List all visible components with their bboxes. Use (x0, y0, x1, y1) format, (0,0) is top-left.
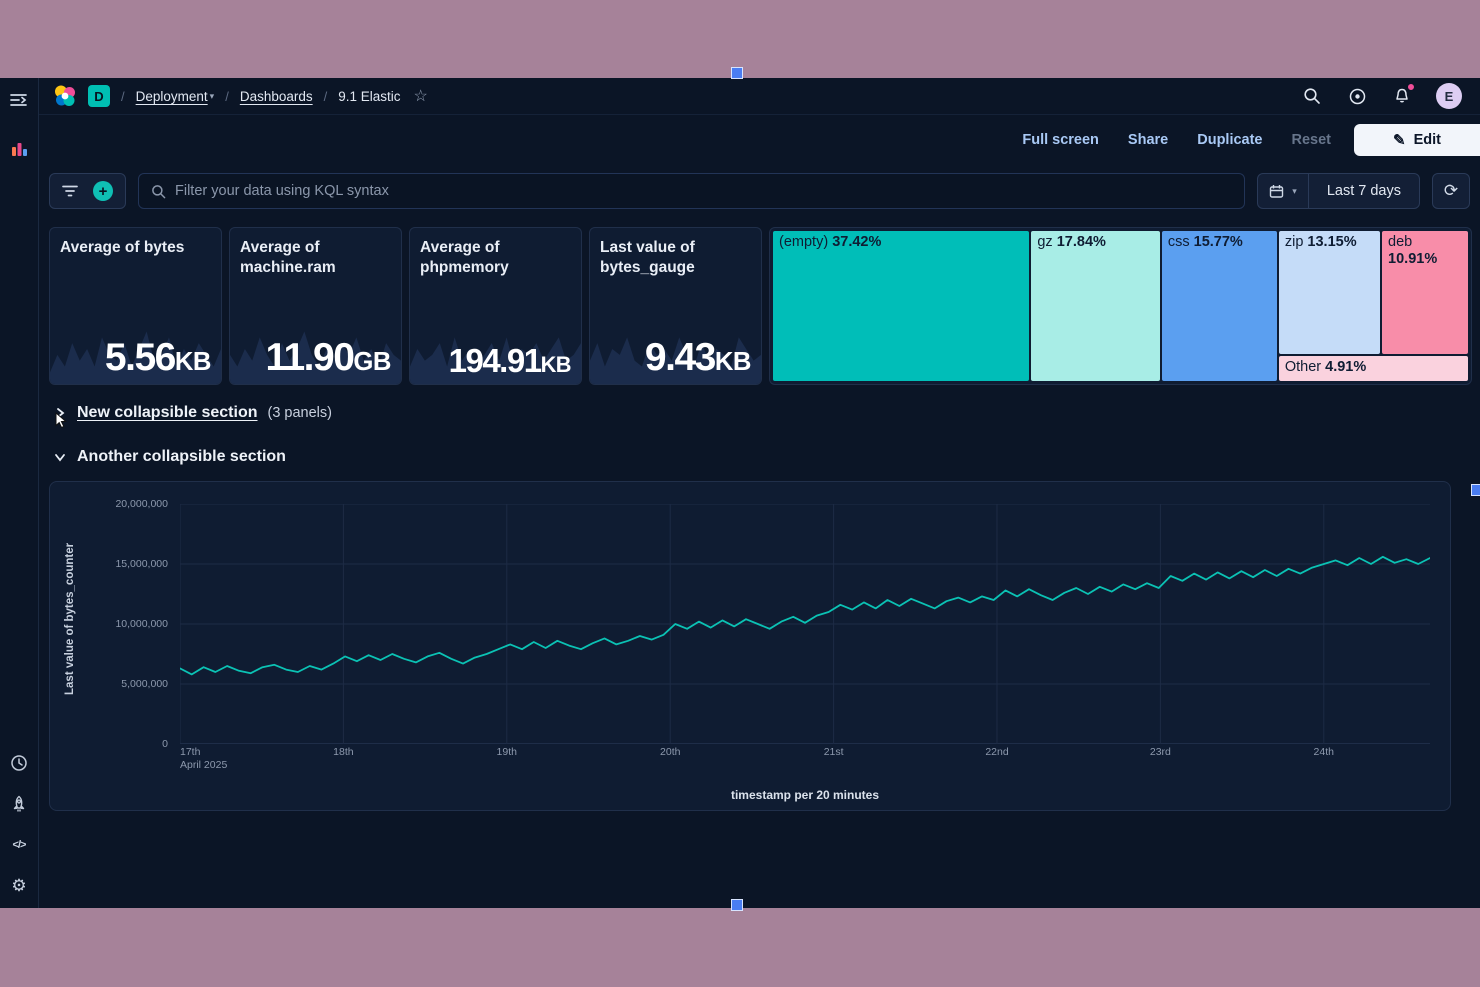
y-tick-label: 0 (162, 738, 168, 750)
elastic-logo[interactable] (53, 84, 77, 108)
deployment-badge[interactable]: D (88, 85, 110, 107)
metric-panel-avg-phpmemory[interactable]: Average of phpmemory 194.91KB (409, 227, 582, 385)
gridlines (180, 504, 1430, 744)
expanded-section-header: Another collapsible section (53, 443, 1472, 471)
breadcrumb-dashboards[interactable]: Dashboards (240, 89, 313, 104)
favorite-star-icon[interactable]: ☆ (414, 86, 428, 106)
metric-value-0: 5.56KB (105, 336, 211, 380)
x-tick-label: 21st (824, 746, 844, 758)
x-axis-title: timestamp per 20 minutes (180, 788, 1430, 802)
edit-button[interactable]: ✎ Edit (1354, 124, 1480, 156)
nav-right-group: E (1301, 83, 1462, 109)
treemap-block-zip[interactable]: zip 13.15% (1279, 231, 1380, 354)
treemap-right-column: zip 13.15% deb 10.91% Other 4.91% (1279, 231, 1468, 381)
treemap-panel: (empty) 37.42% gz 17.84% css 15.77% zip … (769, 227, 1472, 385)
x-tick-label: 22nd (985, 746, 1008, 758)
notification-dot (1407, 83, 1415, 91)
dashboards-app-icon[interactable] (5, 134, 33, 162)
breadcrumb: Deployment ▾ (136, 89, 215, 104)
search-icon (151, 184, 166, 199)
reset-button[interactable]: Reset (1292, 132, 1332, 148)
treemap-block-other[interactable]: Other 4.91% (1279, 356, 1468, 381)
filter-bar: + ▾ Last 7 days ⟳ (39, 165, 1480, 217)
search-icon[interactable] (1301, 85, 1323, 107)
y-tick-label: 15,000,000 (115, 558, 168, 570)
x-tick-label: 23rd (1150, 746, 1171, 758)
y-tick-label: 10,000,000 (115, 618, 168, 630)
breadcrumb-current-dashboard: 9.1 Elastic (338, 89, 400, 104)
menu-expand-icon[interactable] (5, 86, 33, 114)
metric-title: Average of machine.ram (240, 238, 365, 278)
recent-clock-icon[interactable] (5, 749, 33, 777)
x-tick-label: 18th (333, 746, 353, 758)
full-screen-button[interactable]: Full screen (1022, 132, 1099, 148)
add-filter-button[interactable]: + (93, 181, 113, 201)
kql-search-box (138, 173, 1245, 209)
y-axis-title: Last value of bytes_counter (64, 506, 76, 732)
section-panel-count: (3 panels) (268, 405, 332, 421)
treemap-block-deb[interactable]: deb 10.91% (1382, 231, 1468, 354)
pencil-icon: ✎ (1393, 131, 1406, 149)
dev-tools-icon[interactable]: </> (5, 831, 33, 859)
app-window: </> ⚙ D / Deployment ▾ / Dashb (0, 78, 1480, 908)
refresh-button[interactable]: ⟳ (1432, 173, 1470, 209)
dashboard-toolbar: Full screen Share Duplicate Reset ✎ Edit (39, 115, 1480, 165)
metric-title: Last value of bytes_gauge (600, 238, 725, 278)
x-tick-label: 19th (497, 746, 517, 758)
chevron-down-icon: ▾ (210, 91, 215, 102)
metric-title: Average of phpmemory (420, 238, 545, 278)
assistant-icon[interactable] (1346, 85, 1368, 107)
x-tick-label: 24th (1314, 746, 1334, 758)
chart-plot-area[interactable] (180, 504, 1430, 744)
metric-value-1: 11.90GB (265, 336, 391, 380)
dashboard-content: Average of bytes 5.56KB Average of machi… (39, 217, 1480, 908)
breadcrumb-separator: / (225, 89, 229, 104)
section-title[interactable]: Another collapsible section (77, 448, 286, 466)
selection-handle-right[interactable] (1471, 484, 1480, 496)
metric-value-3: 9.43KB (645, 336, 751, 380)
settings-gear-icon[interactable]: ⚙ (5, 872, 33, 900)
chevron-down-icon[interactable] (53, 450, 67, 464)
y-axis-labels: 20,000,000 15,000,000 10,000,000 5,000,0… (90, 504, 178, 744)
x-tick-label: 17th (180, 746, 200, 758)
breadcrumb-separator: / (324, 89, 328, 104)
collapsed-section-header: New collapsible section (3 panels) (53, 399, 1472, 427)
duplicate-button[interactable]: Duplicate (1197, 132, 1262, 148)
filter-icon[interactable] (62, 184, 78, 198)
chevron-down-icon: ▾ (1292, 186, 1297, 197)
metric-title: Average of bytes (60, 238, 185, 258)
line-chart-panel: Last value of bytes_counter 20,000,000 1… (49, 481, 1451, 811)
alerts-bell-icon[interactable] (1391, 85, 1413, 107)
share-button[interactable]: Share (1128, 132, 1168, 148)
treemap-block-empty[interactable]: (empty) 37.42% (773, 231, 1029, 381)
rocket-icon[interactable] (5, 790, 33, 818)
bytes-counter-line-series (180, 557, 1430, 675)
treemap-block-css[interactable]: css 15.77% (1162, 231, 1277, 381)
date-picker: ▾ Last 7 days (1257, 173, 1420, 209)
chevron-right-icon[interactable] (53, 406, 67, 420)
x-axis-sublabel: April 2025 (180, 759, 227, 771)
metric-value-2: 194.91KB (449, 342, 571, 380)
metric-panel-avg-machine-ram[interactable]: Average of machine.ram 11.90GB (229, 227, 402, 385)
metrics-row: Average of bytes 5.56KB Average of machi… (49, 227, 1472, 385)
user-avatar[interactable]: E (1436, 83, 1462, 109)
y-tick-label: 5,000,000 (121, 678, 168, 690)
y-tick-label: 20,000,000 (115, 498, 168, 510)
left-icon-rail: </> ⚙ (0, 78, 39, 908)
selection-handle-top[interactable] (731, 67, 743, 79)
metric-panel-last-bytes-gauge[interactable]: Last value of bytes_gauge 9.43KB (589, 227, 762, 385)
metric-panel-avg-bytes[interactable]: Average of bytes 5.56KB (49, 227, 222, 385)
kql-filter-input[interactable] (175, 183, 1232, 199)
breadcrumb-separator: / (121, 89, 125, 104)
top-nav: D / Deployment ▾ / Dashboards / 9.1 Elas… (39, 78, 1480, 115)
calendar-dropdown-button[interactable]: ▾ (1258, 174, 1308, 208)
x-tick-label: 20th (660, 746, 680, 758)
filter-controls: + (49, 173, 126, 209)
breadcrumb-deployment[interactable]: Deployment (136, 89, 208, 104)
section-title[interactable]: New collapsible section (77, 404, 258, 422)
treemap-block-gz[interactable]: gz 17.84% (1031, 231, 1160, 381)
time-range-button[interactable]: Last 7 days (1308, 174, 1419, 208)
selection-handle-bottom[interactable] (731, 899, 743, 911)
x-axis-labels: April 2025 17th 18th 19th 20th 21st 22nd 23rd 2… (180, 744, 1430, 770)
